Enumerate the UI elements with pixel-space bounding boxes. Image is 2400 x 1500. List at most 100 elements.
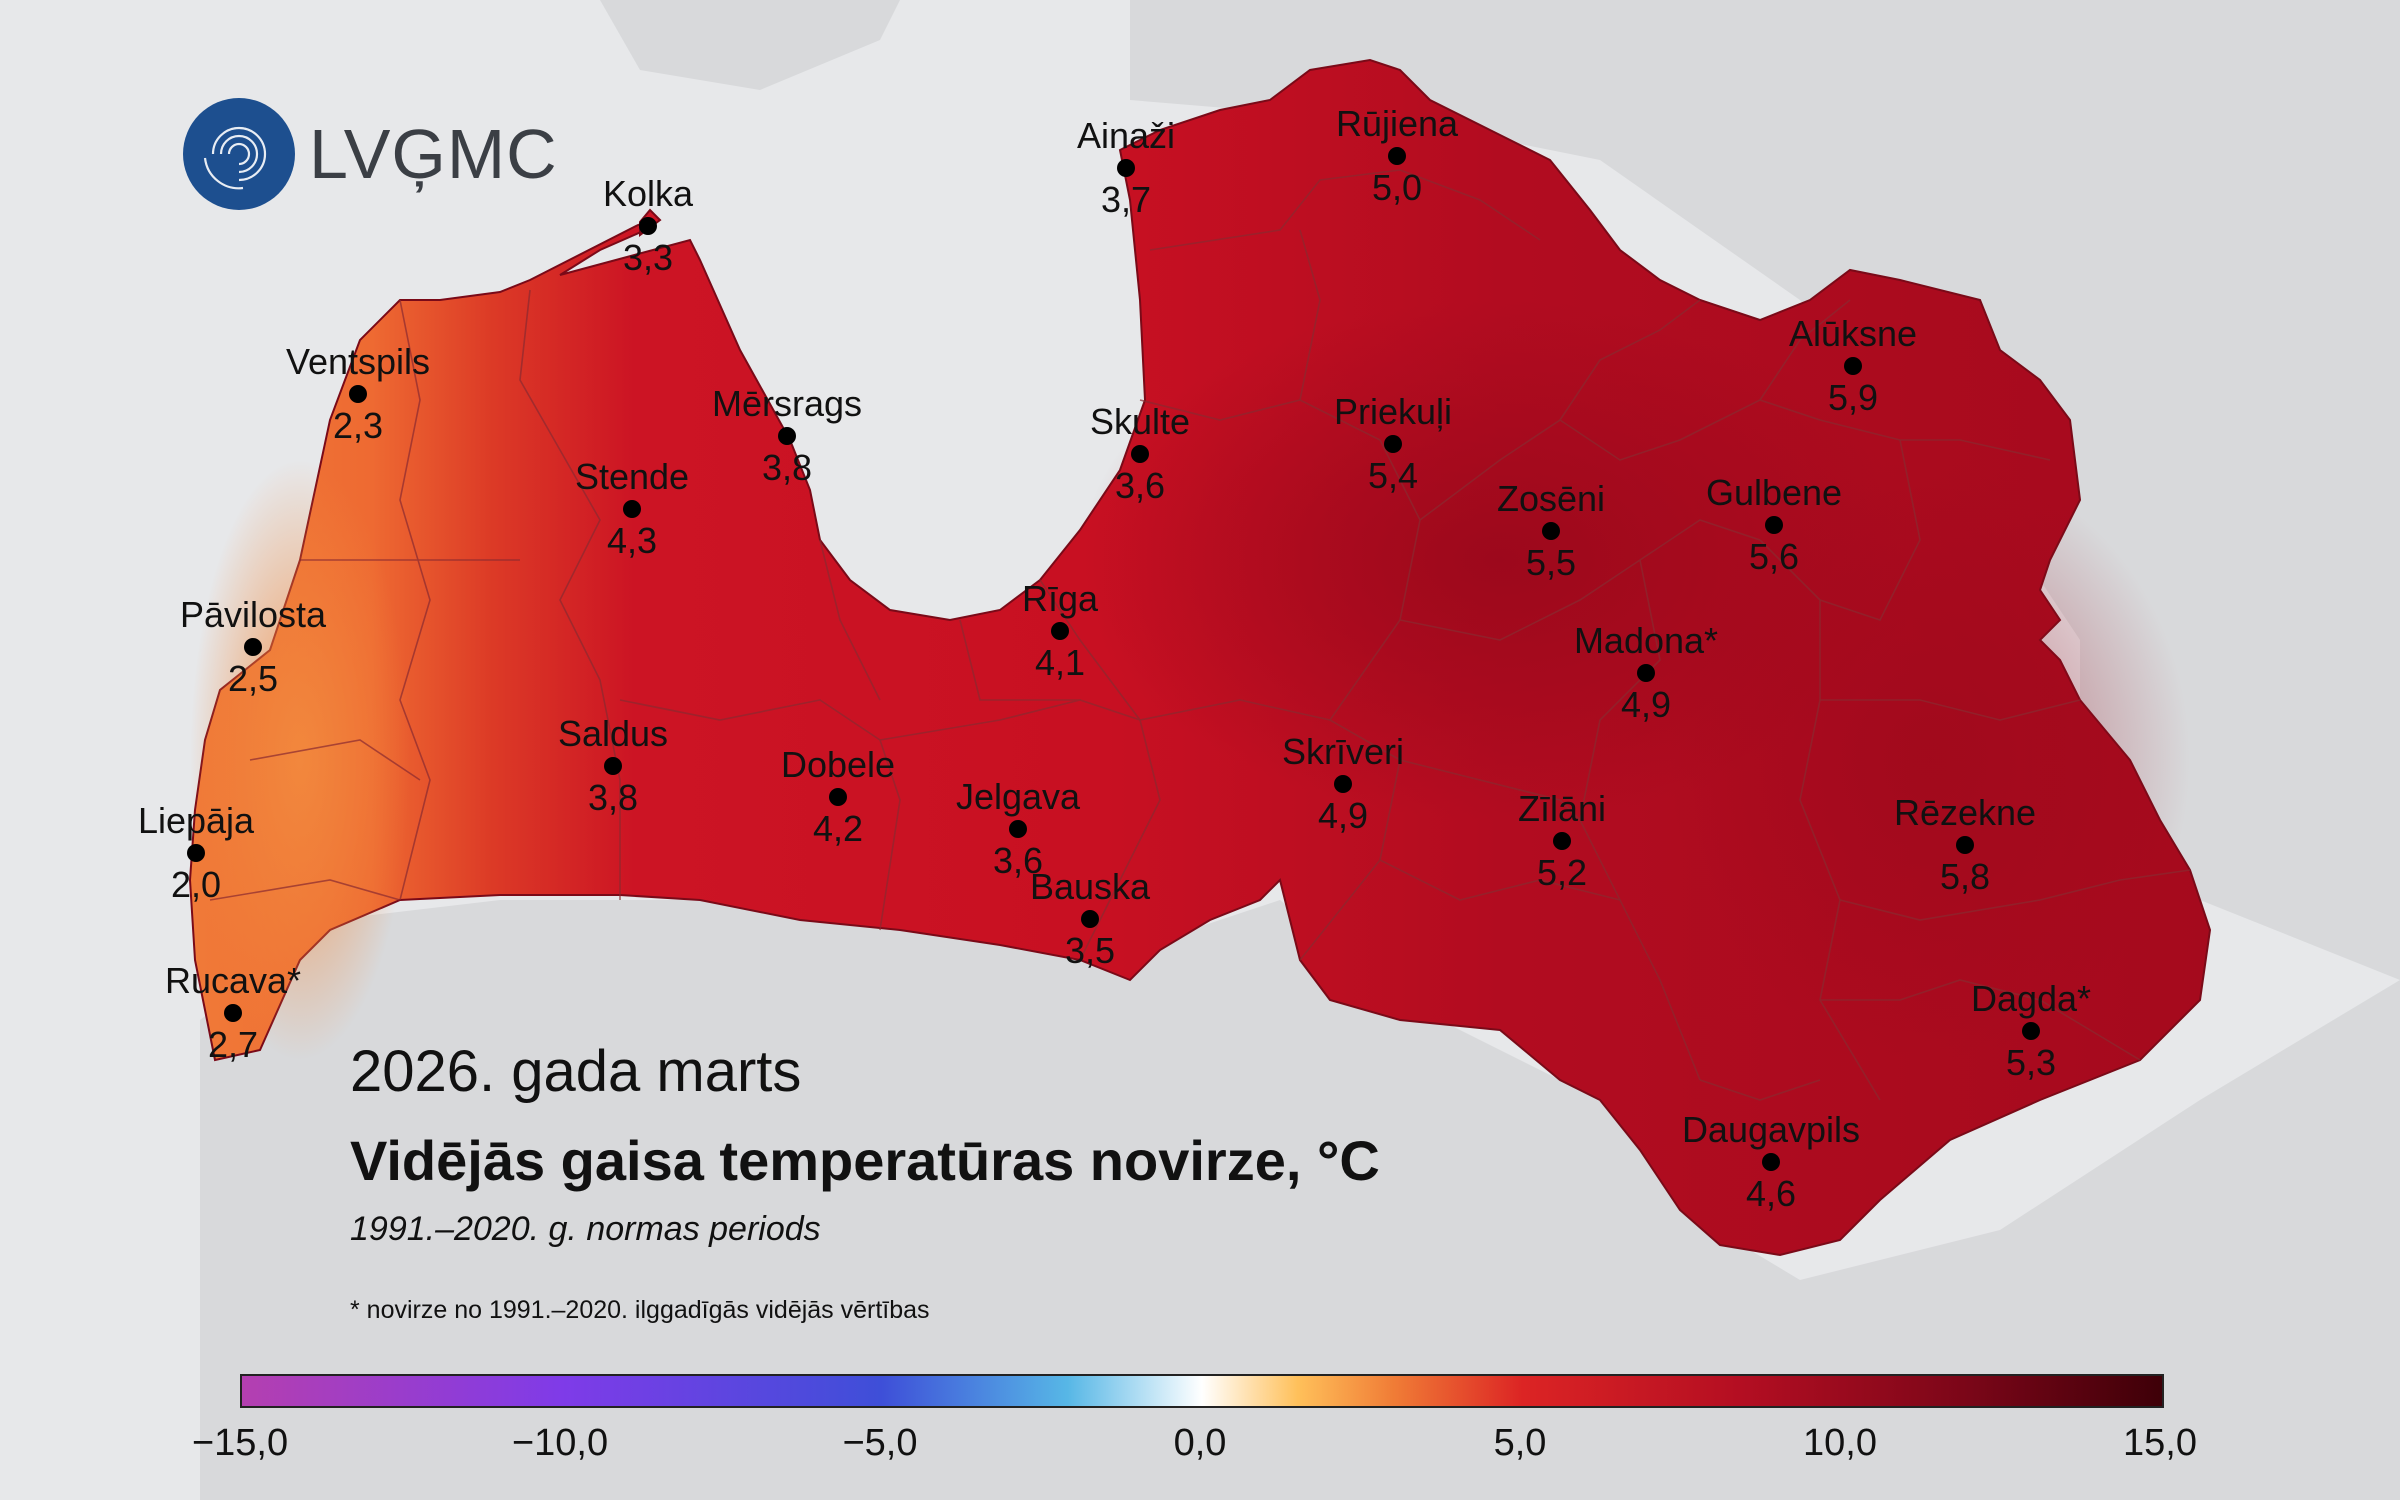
station-value: 5,0 [1372, 167, 1422, 208]
station-13: Ainaži 3,7 [1077, 115, 1175, 220]
station-value: 2,3 [333, 405, 383, 446]
station-0: Kolka 3,3 [603, 173, 694, 278]
station-marker [1051, 622, 1069, 640]
station-value: 4,3 [607, 520, 657, 561]
station-value: 5,8 [1940, 856, 1990, 897]
station-name: Mērsrags [712, 383, 862, 424]
station-value: 5,5 [1526, 542, 1576, 583]
weather-stations: Kolka 3,3 Ventspils 2,3 Mērsrags 3,8 Stende 4,3… [138, 103, 2091, 1214]
station-8: Dobele 4,2 [781, 744, 895, 849]
station-12: Skulte 3,6 [1090, 401, 1190, 506]
station-name: Stende [575, 456, 689, 497]
station-name: Madona* [1574, 620, 1718, 661]
station-name: Rūjiena [1336, 103, 1459, 144]
station-marker [2022, 1022, 2040, 1040]
island-saaremaa [600, 0, 900, 90]
station-3: Stende 4,3 [575, 456, 689, 561]
station-24: Daugavpils 4,6 [1682, 1109, 1860, 1214]
map-subtitle: 1991.–2020. g. normas periods [350, 1210, 821, 1248]
station-name: Saldus [558, 713, 668, 754]
footnote: * novirze no 1991.–2020. ilggadīgās vidē… [350, 1296, 930, 1324]
station-name: Zosēni [1497, 478, 1605, 519]
station-marker [1844, 357, 1862, 375]
station-name: Alūksne [1789, 313, 1917, 354]
station-marker [604, 757, 622, 775]
scale-tick-label: 0,0 [1173, 1422, 1227, 1464]
station-name: Liepāja [138, 800, 255, 841]
station-23: Dagda* 5,3 [1971, 978, 2091, 1083]
scale-tick-label: −10,0 [511, 1422, 609, 1464]
scale-tick-label: 15,0 [2123, 1422, 2197, 1464]
lvgmc-logo: LVĢMC [183, 98, 558, 210]
station-7: Saldus 3,8 [558, 713, 668, 818]
color-scale-bar [240, 1374, 2164, 1408]
station-18: Gulbene 5,6 [1706, 472, 1842, 577]
station-name: Dobele [781, 744, 895, 785]
station-value: 3,8 [588, 777, 638, 818]
station-marker [1956, 836, 1974, 854]
logo-text: LVĢMC [309, 115, 558, 193]
lithuania-land [200, 900, 2400, 1500]
station-value: 2,0 [171, 864, 221, 905]
station-marker [1762, 1153, 1780, 1171]
east-dark-region [1670, 460, 2190, 1060]
station-marker [224, 1004, 242, 1022]
station-marker [639, 217, 657, 235]
station-marker [1388, 147, 1406, 165]
scale-tick-label: 5,0 [1493, 1422, 1547, 1464]
station-name: Rucava* [165, 960, 301, 1001]
station-marker [778, 427, 796, 445]
station-value: 3,5 [1065, 930, 1115, 971]
station-name: Ainaži [1077, 115, 1175, 156]
station-marker [1131, 445, 1149, 463]
station-marker [1384, 435, 1402, 453]
station-marker [829, 788, 847, 806]
lvgmc-emblem-icon [183, 98, 295, 210]
station-name: Ventspils [286, 341, 430, 382]
station-4: Pāvilosta 2,5 [180, 594, 327, 699]
period-title: 2026. gada marts [350, 1039, 802, 1104]
station-value: 5,2 [1537, 852, 1587, 893]
station-marker [1009, 820, 1027, 838]
station-name: Daugavpils [1682, 1109, 1860, 1150]
station-marker [1765, 516, 1783, 534]
map-title: Vidējās gaisa temperatūras novirze, °C [350, 1129, 1380, 1192]
station-value: 2,5 [228, 658, 278, 699]
station-name: Dagda* [1971, 978, 2091, 1019]
station-20: Skrīveri 4,9 [1282, 731, 1404, 836]
station-marker [187, 844, 205, 862]
station-11: Rīga 4,1 [1022, 578, 1099, 683]
station-2: Mērsrags 3,8 [712, 383, 862, 488]
station-marker [1081, 910, 1099, 928]
station-value: 4,9 [1621, 684, 1671, 725]
station-marker [1334, 775, 1352, 793]
station-value: 3,6 [993, 840, 1043, 881]
station-value: 3,7 [1101, 179, 1151, 220]
station-17: Zosēni 5,5 [1497, 478, 1605, 583]
station-name: Rēzekne [1894, 792, 2036, 833]
station-name: Kolka [603, 173, 694, 214]
station-value: 3,3 [623, 237, 673, 278]
station-value: 4,2 [813, 808, 863, 849]
station-6: Rucava* 2,7 [165, 960, 301, 1065]
station-16: Alūksne 5,9 [1789, 313, 1917, 418]
station-name: Priekuļi [1334, 391, 1452, 432]
station-value: 4,1 [1035, 642, 1085, 683]
station-name: Jelgava [956, 776, 1081, 817]
station-14: Rūjiena 5,0 [1336, 103, 1459, 208]
station-22: Rēzekne 5,8 [1894, 792, 2036, 897]
station-marker [1553, 832, 1571, 850]
station-marker [623, 500, 641, 518]
station-value: 5,9 [1828, 377, 1878, 418]
station-value: 4,9 [1318, 795, 1368, 836]
station-value: 3,6 [1115, 465, 1165, 506]
station-name: Bauska [1030, 866, 1151, 907]
station-5: Liepāja 2,0 [138, 800, 255, 905]
station-name: Rīga [1022, 578, 1099, 619]
station-value: 5,3 [2006, 1042, 2056, 1083]
station-name: Pāvilosta [180, 594, 327, 635]
station-value: 5,4 [1368, 455, 1418, 496]
station-19: Madona* 4,9 [1574, 620, 1718, 725]
station-marker [1542, 522, 1560, 540]
